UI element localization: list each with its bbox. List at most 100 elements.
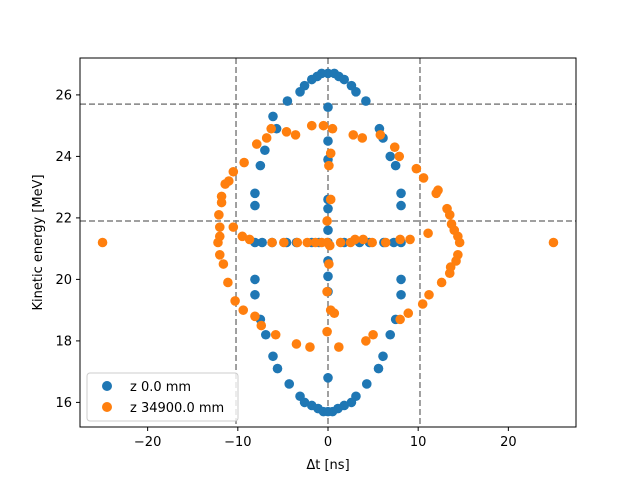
data-point-series-1 bbox=[395, 234, 405, 245]
data-point-series-1 bbox=[318, 120, 329, 131]
data-point-series-1 bbox=[433, 185, 443, 196]
data-point-series-0 bbox=[323, 102, 333, 112]
data-point-series-0 bbox=[260, 145, 270, 156]
data-point-series-1 bbox=[322, 237, 332, 248]
data-point-series-0 bbox=[323, 271, 333, 282]
data-point-series-1 bbox=[367, 237, 377, 248]
data-point-series-1 bbox=[306, 120, 317, 131]
data-point-series-1 bbox=[270, 329, 281, 340]
data-point-series-0 bbox=[323, 406, 333, 417]
data-point-series-0 bbox=[396, 200, 406, 211]
data-point-series-1 bbox=[292, 237, 303, 248]
data-point-series-1 bbox=[291, 339, 302, 349]
data-point-series-1 bbox=[389, 142, 400, 152]
data-point-series-1 bbox=[324, 160, 334, 171]
data-point-series-0 bbox=[351, 87, 361, 97]
data-point-series-1 bbox=[220, 179, 230, 189]
data-point-series-0 bbox=[361, 379, 372, 389]
data-point-series-1 bbox=[322, 326, 332, 337]
data-point-series-0 bbox=[373, 363, 384, 374]
data-point-series-1 bbox=[395, 314, 405, 325]
data-point-series-1 bbox=[423, 228, 433, 239]
data-point-series-0 bbox=[378, 351, 388, 362]
y-tick-label: 16 bbox=[55, 396, 72, 411]
data-point-series-0 bbox=[284, 379, 295, 389]
data-point-series-1 bbox=[239, 157, 249, 168]
y-tick-label: 18 bbox=[55, 334, 72, 349]
data-point-series-1 bbox=[302, 237, 313, 248]
data-point-series-0 bbox=[323, 225, 333, 235]
data-point-series-0 bbox=[323, 373, 333, 383]
data-point-series-1 bbox=[335, 237, 346, 248]
data-point-series-1 bbox=[310, 237, 321, 248]
data-point-series-0 bbox=[268, 351, 278, 362]
x-tick-label: −20 bbox=[134, 435, 161, 450]
legend-label-series-1: z 34900.0 mm bbox=[130, 401, 224, 416]
data-point-series-0 bbox=[385, 151, 396, 162]
x-tick-label: −10 bbox=[224, 435, 251, 450]
data-point-series-1 bbox=[251, 139, 262, 149]
data-point-series-0 bbox=[257, 237, 267, 248]
data-point-series-1 bbox=[324, 259, 334, 269]
y-axis: 16 18 20 22 24 26 bbox=[55, 88, 80, 411]
data-point-series-1 bbox=[228, 166, 239, 177]
x-tick-label: 0 bbox=[324, 435, 332, 450]
data-point-series-1 bbox=[357, 133, 368, 143]
data-point-series-1 bbox=[444, 268, 455, 279]
x-tick-label: 20 bbox=[500, 435, 517, 450]
data-point-series-1 bbox=[451, 256, 461, 266]
data-point-series-0 bbox=[299, 397, 310, 408]
legend-label-series-0: z 0.0 mm bbox=[130, 380, 191, 395]
data-point-series-0 bbox=[396, 188, 406, 199]
data-point-series-1 bbox=[216, 197, 227, 208]
data-point-series-1 bbox=[417, 299, 428, 309]
data-point-series-1 bbox=[214, 250, 225, 260]
data-point-series-1 bbox=[325, 148, 336, 159]
data-point-series-1 bbox=[228, 222, 239, 232]
data-point-series-1 bbox=[368, 329, 378, 340]
data-point-series-1 bbox=[237, 231, 248, 242]
data-point-series-1 bbox=[375, 130, 386, 140]
data-point-series-1 bbox=[325, 305, 336, 315]
data-point-series-0 bbox=[396, 289, 406, 300]
x-tick-label: 10 bbox=[410, 435, 427, 450]
data-point-series-1 bbox=[244, 234, 255, 245]
data-point-series-1 bbox=[214, 210, 224, 220]
data-point-series-1 bbox=[218, 259, 229, 269]
data-point-series-1 bbox=[325, 194, 336, 205]
data-point-series-1 bbox=[290, 130, 301, 140]
data-point-series-1 bbox=[214, 222, 225, 232]
data-point-series-0 bbox=[260, 329, 271, 340]
data-point-series-0 bbox=[323, 136, 333, 146]
data-point-series-1 bbox=[223, 277, 233, 288]
data-point-series-1 bbox=[238, 305, 249, 315]
y-tick-label: 20 bbox=[55, 273, 72, 288]
data-point-series-1 bbox=[322, 216, 332, 226]
data-point-series-1 bbox=[327, 123, 338, 134]
y-axis-label: Kinetic energy [MeV] bbox=[31, 174, 46, 310]
data-point-series-1 bbox=[424, 289, 434, 300]
data-point-series-0 bbox=[295, 87, 305, 97]
data-point-series-1 bbox=[436, 277, 447, 288]
data-point-series-1 bbox=[345, 237, 356, 248]
data-point-series-0 bbox=[268, 111, 278, 122]
y-tick-label: 26 bbox=[55, 88, 72, 103]
legend-marker-series-1 bbox=[102, 402, 112, 412]
data-point-series-0 bbox=[250, 200, 260, 211]
legend: z 0.0 mm z 34900.0 mm bbox=[86, 372, 239, 422]
data-point-series-0 bbox=[346, 397, 357, 408]
data-point-series-0 bbox=[250, 289, 260, 300]
data-point-series-0 bbox=[250, 188, 260, 199]
data-point-series-1 bbox=[97, 237, 108, 248]
data-point-series-1 bbox=[380, 237, 391, 248]
data-point-series-1 bbox=[411, 163, 422, 174]
data-point-series-0 bbox=[396, 274, 406, 285]
data-point-series-1 bbox=[230, 296, 240, 306]
y-tick-label: 24 bbox=[55, 150, 72, 165]
data-point-series-0 bbox=[361, 96, 371, 106]
data-point-series-1 bbox=[358, 234, 368, 245]
data-point-series-1 bbox=[454, 237, 465, 248]
data-point-series-1 bbox=[334, 342, 344, 352]
data-point-series-0 bbox=[250, 274, 260, 285]
